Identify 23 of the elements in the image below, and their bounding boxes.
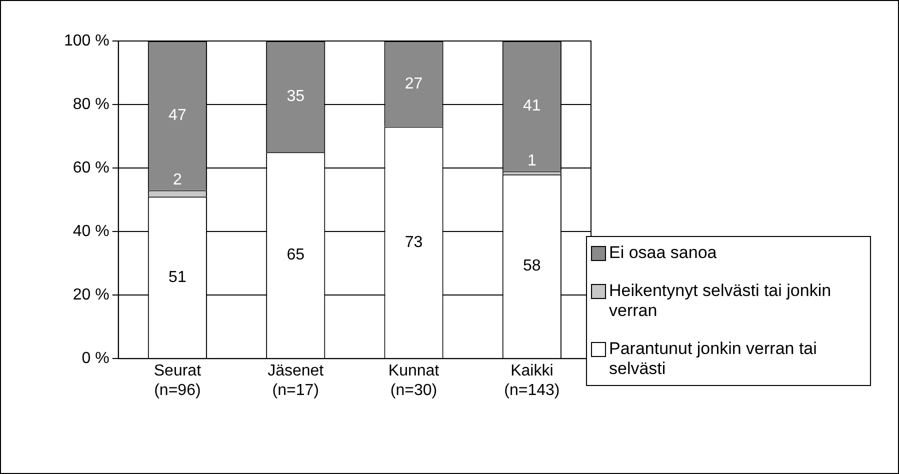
x-tick-label: Jäsenet (n=17) (268, 362, 324, 399)
y-tick-label: 100 % (64, 32, 110, 50)
y-tick-label: 40 % (72, 222, 110, 240)
data-label: 65 (286, 246, 305, 264)
y-tick-label: 0 % (82, 350, 110, 368)
y-tick-label: 20 % (72, 286, 110, 304)
data-label: 1 (527, 152, 536, 170)
data-label: 27 (404, 75, 423, 92)
data-label: 51 (168, 268, 186, 286)
data-label: 35 (286, 88, 305, 105)
legend-label: Heikentynyt selvästi tai jonkin verran (609, 281, 832, 321)
y-tick-label: 80 % (72, 96, 110, 113)
data-label: 2 (172, 172, 182, 189)
x-tick-label: Kunnat (n=30) (388, 362, 440, 399)
y-tick-label: 60 % (72, 159, 110, 176)
x-tick-label: Kaikki (n=143) (504, 362, 560, 399)
data-label: 41 (523, 98, 541, 115)
legend-label: Ei osaa sanoa (609, 243, 717, 263)
x-tick-label: Seurat (n=96) (154, 362, 202, 399)
data-label: 47 (168, 107, 186, 124)
text: Parantunut jonkin verran tai selvästi (609, 339, 818, 379)
data-label: 73 (404, 234, 423, 251)
data-label: 58 (523, 258, 541, 275)
